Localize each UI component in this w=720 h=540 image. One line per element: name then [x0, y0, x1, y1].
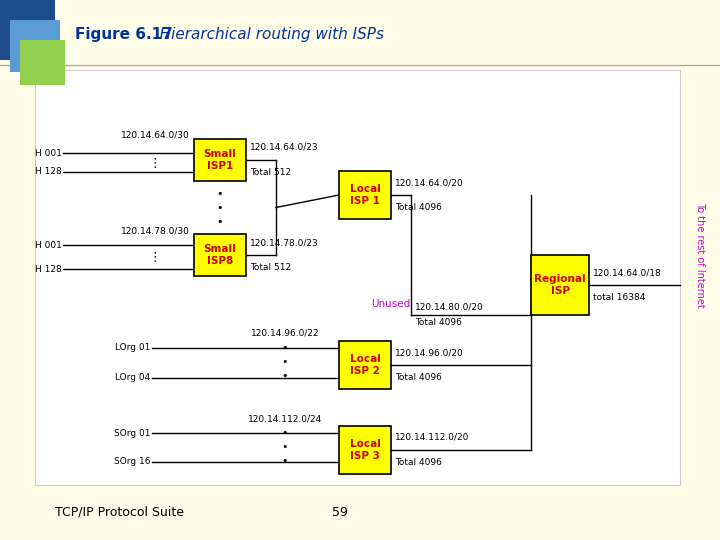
Text: Total 512: Total 512	[250, 168, 291, 177]
Text: LOrg 01: LOrg 01	[114, 343, 150, 353]
Text: Small
ISP1: Small ISP1	[204, 149, 236, 171]
Text: Unused: Unused	[371, 299, 410, 309]
Bar	[194, 139, 246, 181]
Text: 120.14.96.0/22: 120.14.96.0/22	[251, 329, 319, 338]
Text: 120.14.78.0/23: 120.14.78.0/23	[250, 238, 319, 247]
Text: total 16384: total 16384	[593, 293, 645, 302]
Text: Small
ISP8: Small ISP8	[204, 244, 236, 266]
Text: SOrg 16: SOrg 16	[114, 457, 150, 467]
Text: Total 512: Total 512	[250, 263, 291, 272]
Text: •
•
•: • • •	[217, 189, 223, 227]
Bar	[339, 171, 391, 219]
Text: Local
ISP 3: Local ISP 3	[350, 439, 380, 461]
Text: 120.14.112.0/24: 120.14.112.0/24	[248, 415, 322, 424]
Text: TCP/IP Protocol Suite: TCP/IP Protocol Suite	[55, 505, 184, 518]
Bar	[10, 20, 60, 72]
Text: •
•
•: • • •	[282, 343, 288, 381]
Text: H 128: H 128	[35, 265, 62, 273]
Bar	[35, 70, 680, 485]
Bar	[20, 40, 65, 85]
Bar	[0, 0, 55, 60]
Text: 120.14.64.0/30: 120.14.64.0/30	[121, 131, 189, 140]
Text: Local
ISP 1: Local ISP 1	[350, 184, 380, 206]
Text: Figure 6.17: Figure 6.17	[75, 28, 173, 43]
Text: Total 4096: Total 4096	[395, 373, 442, 382]
Text: 120.14.64.0/18: 120.14.64.0/18	[593, 268, 662, 277]
Text: To the rest of Internet: To the rest of Internet	[695, 202, 705, 308]
Bar	[531, 255, 589, 315]
Text: 120.14.64.0/20: 120.14.64.0/20	[395, 178, 464, 187]
Text: •
•
•: • • •	[282, 428, 288, 466]
Bar	[194, 234, 246, 276]
Text: 120.14.96.0/20: 120.14.96.0/20	[395, 348, 464, 357]
Text: 120.14.112.0/20: 120.14.112.0/20	[395, 433, 469, 442]
Text: Hierarchical routing with ISPs: Hierarchical routing with ISPs	[145, 28, 384, 43]
Bar	[339, 341, 391, 389]
Text: ⋮: ⋮	[149, 157, 161, 170]
Text: Local
ISP 2: Local ISP 2	[350, 354, 380, 376]
Text: Regional
ISP: Regional ISP	[534, 274, 586, 296]
Text: LOrg 04: LOrg 04	[114, 374, 150, 382]
Text: 59: 59	[332, 505, 348, 518]
Text: 120.14.64.0/23: 120.14.64.0/23	[250, 143, 319, 152]
Text: Total 4096: Total 4096	[415, 318, 462, 327]
Text: ⋮: ⋮	[149, 251, 161, 264]
Bar	[339, 426, 391, 474]
Text: H 001: H 001	[35, 148, 62, 158]
Text: Total 4096: Total 4096	[395, 458, 442, 467]
Text: Total 4096: Total 4096	[395, 203, 442, 212]
Text: 120.14.78.0/30: 120.14.78.0/30	[120, 226, 189, 235]
Text: H 128: H 128	[35, 167, 62, 177]
Text: 120.14.80.0/20: 120.14.80.0/20	[415, 303, 484, 312]
Text: H 001: H 001	[35, 240, 62, 249]
Text: SOrg 01: SOrg 01	[114, 429, 150, 437]
